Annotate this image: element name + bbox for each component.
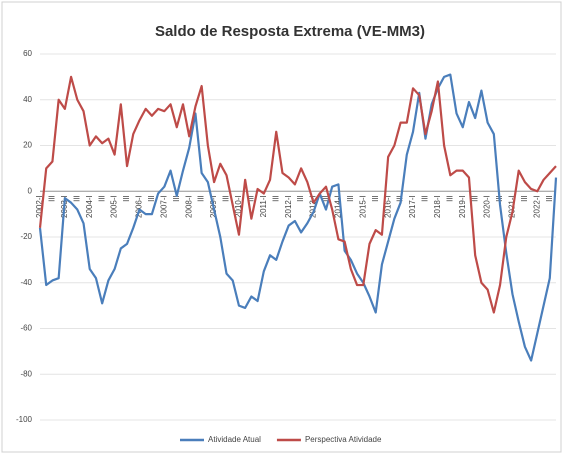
x-tick-label: 2011-I [259, 195, 268, 217]
x-tick-label: III [48, 195, 57, 202]
x-tick-label: III [147, 195, 156, 202]
series-line [38, 75, 557, 314]
x-tick-label: III [296, 195, 305, 202]
y-tick-label: -60 [20, 324, 32, 333]
x-tick-label: III [545, 195, 554, 202]
x-tick-label: 2020-I [483, 195, 492, 218]
y-tick-label: 20 [23, 141, 32, 150]
x-tick-label: 2016-I [383, 195, 392, 218]
y-tick-label: -100 [16, 415, 33, 424]
x-tick-label: 2002-I [35, 195, 44, 218]
x-tick-label: 2012-I [284, 195, 293, 218]
x-tick-label: III [122, 195, 131, 202]
x-tick-label: III [421, 195, 430, 202]
x-tick-label: 2008-I [184, 195, 193, 218]
x-tick-label: 2004-I [85, 195, 94, 218]
x-tick-label: III [246, 195, 255, 202]
x-tick-label: 2019-I [458, 195, 467, 218]
x-tick-label: III [97, 195, 106, 202]
x-tick-label: III [222, 195, 231, 202]
x-tick-label: 2022-I [532, 195, 541, 218]
x-tick-label: III [197, 195, 206, 202]
x-tick-label: 2006-I [135, 195, 144, 218]
x-tick-label: III [520, 195, 529, 202]
series-line [38, 73, 558, 362]
y-tick-label: -40 [20, 278, 32, 287]
x-tick-label: III [172, 195, 181, 202]
x-tick-label: 2014-I [334, 195, 343, 218]
chart-title: Saldo de Resposta Extrema (VE-MM3) [155, 23, 425, 40]
x-tick-label: 2018-I [433, 195, 442, 218]
x-tick-label: III [470, 195, 479, 202]
x-tick-label: III [271, 195, 280, 202]
y-tick-label: 40 [23, 95, 32, 104]
x-tick-label: III [445, 195, 454, 202]
x-tick-label: III [321, 195, 330, 202]
x-tick-label: 2013-I [309, 195, 318, 218]
legend-label: Perspectiva Atividade [305, 435, 382, 444]
x-tick-label: 2007-I [159, 195, 168, 218]
y-tick-label: 0 [28, 186, 33, 195]
legend-label: Atividade Atual [208, 435, 261, 444]
x-tick-label: 2010-I [234, 195, 243, 218]
x-tick-label: III [346, 195, 355, 202]
x-tick-label: III [72, 195, 81, 202]
x-tick-label: 2021-I [508, 195, 517, 218]
y-tick-label: -80 [20, 369, 32, 378]
x-tick-label: 2005-I [110, 195, 119, 218]
x-tick-label: III [371, 195, 380, 202]
y-tick-label: -20 [20, 232, 32, 241]
x-tick-label: 2015-I [358, 195, 367, 218]
x-tick-label: 2017-I [408, 195, 417, 218]
y-tick-label: 60 [23, 49, 32, 58]
